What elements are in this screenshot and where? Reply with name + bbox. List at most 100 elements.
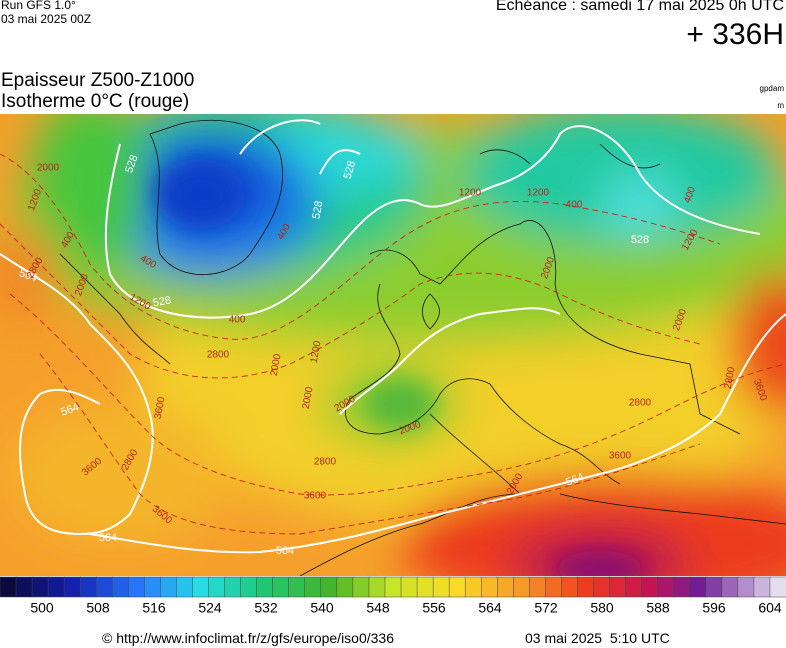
isotherm-label: 1200	[459, 188, 482, 199]
color-swatch	[625, 576, 643, 598]
color-swatch	[673, 576, 691, 598]
color-swatch	[577, 576, 595, 598]
isotherm-label: 2800	[629, 398, 652, 409]
scale-label: 524	[198, 600, 222, 616]
color-swatch	[112, 576, 130, 598]
isotherm-contours	[0, 153, 786, 535]
color-swatch	[336, 576, 354, 598]
scale-label: 588	[646, 600, 670, 616]
isotherm-label: 3600	[153, 396, 168, 420]
color-swatch	[63, 576, 81, 598]
color-swatch	[513, 576, 531, 598]
color-swatch	[705, 576, 723, 598]
color-swatch	[593, 576, 611, 598]
color-swatch	[208, 576, 226, 598]
coastlines	[59, 119, 786, 576]
thickness-field	[0, 114, 786, 576]
scale-label: 548	[366, 600, 390, 616]
isotherm-label: 2000	[301, 386, 316, 410]
color-swatch	[224, 576, 242, 598]
thickness-contours	[0, 119, 786, 554]
isotherm-label: 2800	[314, 457, 337, 468]
color-swatch	[737, 576, 755, 598]
color-swatch	[352, 576, 370, 598]
thickness-label: 528	[152, 294, 172, 309]
scale-label: 572	[534, 600, 558, 616]
color-swatch	[288, 576, 306, 598]
thickness-label: 564	[17, 267, 38, 285]
color-swatch	[256, 576, 274, 598]
color-swatch	[689, 576, 707, 598]
source-url: © http://www.infoclimat.fr/z/gfs/europe/…	[102, 630, 395, 646]
color-swatch	[240, 576, 258, 598]
scale-labels: 500 508 516 524 532 540 548 556 564 572 580 588 596 6…	[30, 600, 782, 616]
scale-label: 516	[142, 600, 166, 616]
color-swatch	[432, 576, 450, 598]
scale-label: 580	[590, 600, 614, 616]
color-swatch	[31, 576, 49, 598]
isotherm-label: 400	[229, 315, 246, 326]
thickness-label: 528	[310, 200, 325, 220]
isotherm-label: 2800	[207, 350, 230, 361]
thickness-label: 528	[631, 234, 649, 246]
color-swatch	[95, 576, 114, 598]
scale-label: 556	[422, 600, 446, 616]
isotherm-label: 1200	[309, 340, 324, 364]
color-swatch	[47, 576, 65, 598]
color-swatch	[416, 576, 434, 598]
unit-label: m	[777, 101, 784, 110]
color-swatch	[160, 576, 178, 598]
scale-label: 596	[702, 600, 726, 616]
color-swatch	[769, 576, 786, 598]
thickness-label: 528	[342, 160, 358, 181]
isotherm-label: 3600	[304, 491, 327, 502]
scale-label: 604	[758, 600, 782, 616]
scale-label: 540	[310, 600, 334, 616]
scale-label: 532	[254, 600, 278, 616]
map-subtitle: Isotherme 0°C (rouge)	[1, 91, 190, 112]
color-swatch	[641, 576, 659, 598]
color-swatch	[384, 576, 402, 598]
thickness-label: 528	[123, 153, 141, 174]
color-scale: 500 508 516 524 532 540 548 556 564 572 580 588 596 6…	[0, 576, 786, 616]
color-swatch	[721, 576, 739, 598]
color-swatches	[0, 576, 786, 598]
unit-label: gpdam	[759, 84, 784, 93]
scale-label: 500	[30, 600, 54, 616]
isotherm-label: 1200	[527, 188, 550, 199]
color-swatch	[464, 576, 482, 598]
color-swatch	[400, 576, 418, 598]
color-swatch	[657, 576, 675, 598]
color-swatch	[15, 576, 33, 598]
color-swatch	[304, 576, 322, 598]
color-swatch	[368, 576, 386, 598]
isotherm-label: 400	[566, 200, 583, 211]
scale-label: 564	[478, 600, 502, 616]
thickness-label: 564	[276, 545, 294, 557]
run-label: Run GFS 1.0°	[1, 0, 76, 12]
lead-time: + 336H	[686, 18, 784, 51]
color-swatch	[480, 576, 499, 598]
scale-label: 508	[86, 600, 110, 616]
color-swatch	[192, 576, 210, 598]
isotherm-label: 2800	[723, 366, 738, 390]
run-date: 03 mai 2025 00Z	[1, 12, 92, 26]
color-swatch	[529, 576, 547, 598]
isotherm-label: 2000	[37, 163, 60, 174]
color-swatch	[79, 576, 97, 598]
isotherm-label: 2000	[269, 353, 284, 377]
color-swatch	[753, 576, 771, 598]
thickness-label: 564	[564, 471, 585, 489]
color-swatch	[144, 576, 162, 598]
color-swatch	[176, 576, 194, 598]
color-swatch	[128, 576, 146, 598]
isotherm-label: 3600	[609, 451, 632, 462]
color-swatch	[497, 576, 515, 598]
color-swatch	[448, 576, 466, 598]
color-swatch	[320, 576, 338, 598]
color-swatch	[609, 576, 627, 598]
color-swatch	[561, 576, 579, 598]
map-title: Epaisseur Z500-Z1000	[1, 70, 195, 91]
color-swatch	[272, 576, 290, 598]
